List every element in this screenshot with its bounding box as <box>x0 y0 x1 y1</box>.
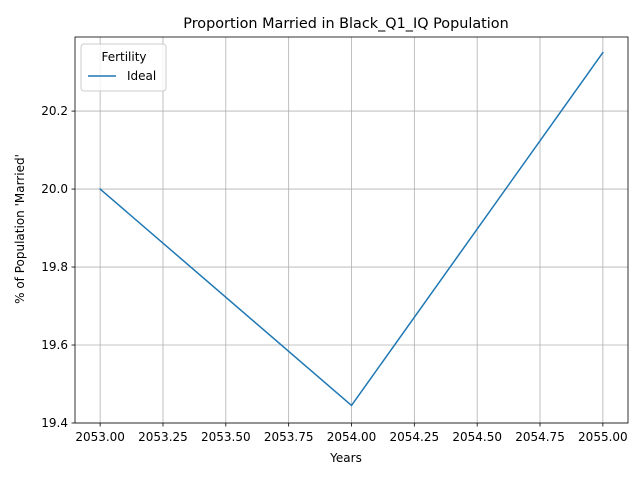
y-tick-label: 19.4 <box>41 416 68 430</box>
x-tick-label: 2054.75 <box>515 430 565 444</box>
y-axis-label: % of Population 'Married' <box>13 154 27 304</box>
x-tick-label: 2054.00 <box>327 430 377 444</box>
series-layer <box>99 51 604 407</box>
x-tick-label: 2055.00 <box>578 430 628 444</box>
x-tick-label: 2053.50 <box>201 430 251 444</box>
x-tick-label: 2053.25 <box>138 430 188 444</box>
x-axis-label: Years <box>329 451 362 465</box>
y-tick-label: 19.8 <box>41 260 68 274</box>
y-tick-label: 20.0 <box>41 182 68 196</box>
y-tick-label: 19.6 <box>41 338 68 352</box>
series-line-ideal <box>99 51 604 407</box>
y-axis: 19.4 19.6 19.8 20.0 20.2 <box>41 104 75 430</box>
y-tick-label: 20.2 <box>41 104 68 118</box>
chart-title: Proportion Married in Black_Q1_IQ Popula… <box>183 16 508 32</box>
x-tick-label: 2053.00 <box>75 430 125 444</box>
x-tick-label: 2054.50 <box>452 430 502 444</box>
x-tick-label: 2054.25 <box>390 430 440 444</box>
legend: Fertility Ideal <box>80 43 167 92</box>
x-tick-label: 2053.75 <box>264 430 314 444</box>
x-axis: 2053.00 2053.25 2053.50 2053.75 2054.00 2054.… <box>75 423 628 444</box>
legend-box <box>80 43 167 92</box>
legend-label-ideal: Ideal <box>127 69 156 83</box>
legend-title: Fertility <box>101 50 146 64</box>
